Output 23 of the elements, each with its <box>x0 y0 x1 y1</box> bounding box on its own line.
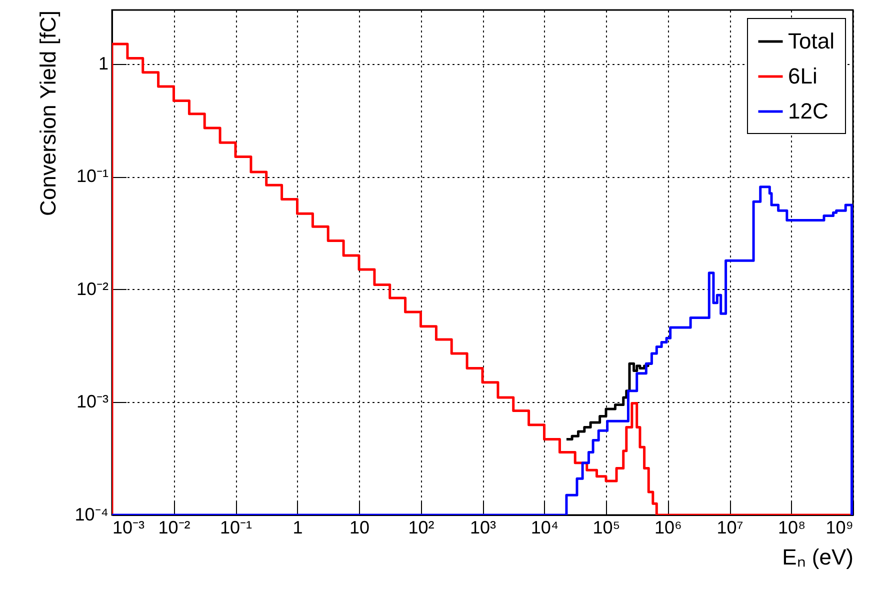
x-tick-label: 10 <box>349 518 370 538</box>
y-axis-title: Conversion Yield [fC] <box>36 10 61 216</box>
x-tick-label: 10⁸ <box>778 518 806 538</box>
legend-label: 6Li <box>788 64 818 88</box>
x-tick-label: 10⁹ <box>826 518 854 538</box>
y-tick-label: 10⁻¹ <box>76 166 109 186</box>
x-axis-title: Eₙ (eV) <box>782 544 854 570</box>
x-tick-label: 10⁵ <box>592 518 620 538</box>
y-tick-label: 10⁻⁴ <box>74 504 108 524</box>
x-tick-label: 10² <box>408 518 434 538</box>
x-tick-label: 10⁷ <box>716 518 744 538</box>
y-tick-label: 10⁻³ <box>76 392 109 412</box>
y-tick-label: 10⁻² <box>76 278 109 299</box>
legend-label: Total <box>788 28 834 54</box>
x-tick-label: 10⁻² <box>158 518 190 538</box>
x-tick-label: 10⁻³ <box>112 518 145 538</box>
y-tick-label: 1 <box>98 53 108 74</box>
legend-label: 12C <box>788 98 828 124</box>
x-tick-label: 10³ <box>470 518 496 538</box>
x-tick-label: 10⁶ <box>654 518 682 538</box>
x-tick-label: 10⁴ <box>530 518 559 538</box>
x-tick-label: 10⁻¹ <box>220 518 252 538</box>
x-tick-label: 1 <box>292 518 303 538</box>
